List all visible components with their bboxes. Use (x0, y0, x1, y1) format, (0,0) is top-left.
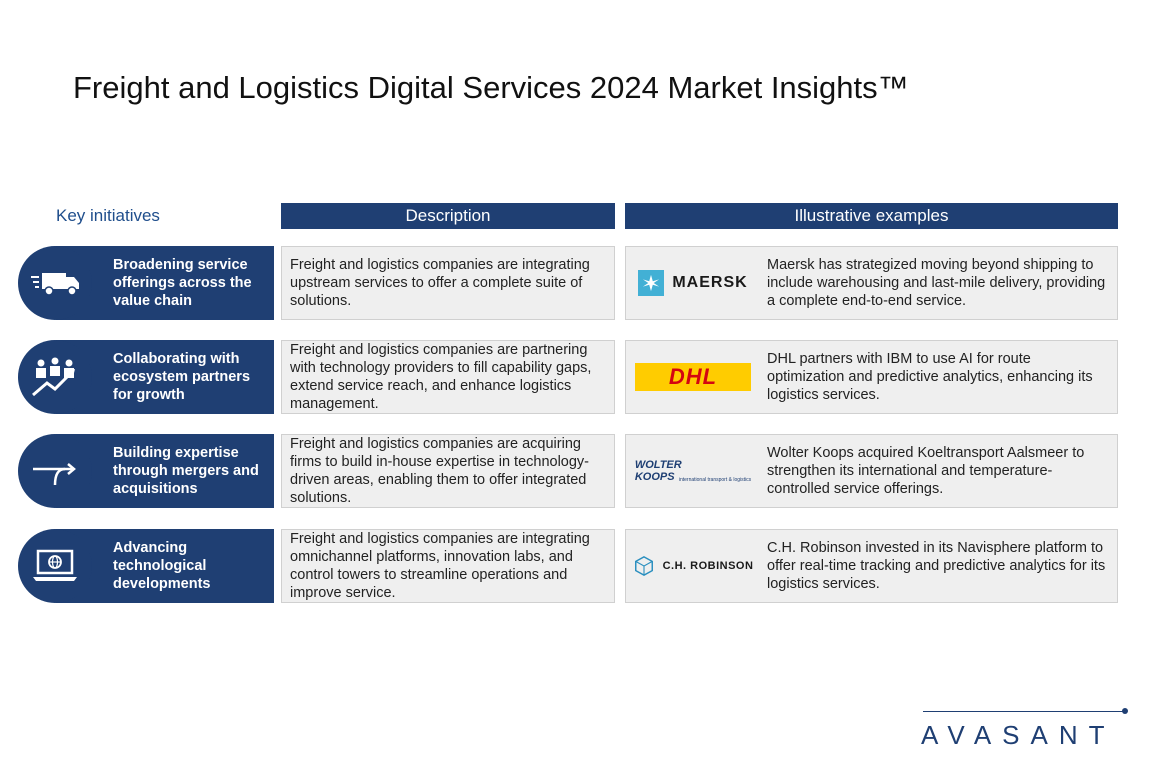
dhl-logo: DHL (632, 351, 754, 403)
table-row: Broadening service offerings across the … (18, 246, 1118, 320)
table-row: Collaborating with ecosystem partners fo… (18, 340, 1118, 414)
initiative-cell: Collaborating with ecosystem partners fo… (18, 340, 274, 414)
example-cell: C.H. ROBINSON C.H. Robinson invested in … (625, 529, 1118, 603)
example-text: DHL partners with IBM to use AI for rout… (767, 351, 1093, 403)
delivery-truck-icon (31, 273, 79, 296)
description-cell: Freight and logistics companies are inte… (281, 246, 615, 320)
initiative-cell: Advancing technological developments (18, 529, 274, 603)
example-cell: MAERSK Maersk has strategized moving bey… (625, 246, 1118, 320)
initiative-label: Broadening service offerings across the … (113, 257, 252, 309)
team-growth-icon (32, 357, 75, 397)
initiative-cell: Broadening service offerings across the … (18, 246, 274, 320)
example-text: Wolter Koops acquired Koeltransport Aals… (767, 445, 1085, 497)
initiative-bar (56, 246, 274, 320)
description-cell: Freight and logistics companies are acqu… (281, 434, 615, 508)
brand-divider (923, 711, 1123, 712)
initiative-icon-circle (18, 529, 92, 603)
brand-dot (1122, 708, 1128, 714)
logo-text: MAERSK (672, 274, 748, 291)
example-cell: WOLTER KOOPS international transport & l… (625, 434, 1118, 508)
examples-header: Illustrative examples (625, 203, 1118, 229)
page-title: Freight and Logistics Digital Services 2… (73, 70, 909, 105)
wolter-koops-logo: WOLTER KOOPS international transport & l… (632, 445, 754, 497)
key-initiatives-label: Key initiatives (56, 206, 160, 225)
initiative-icon-circle (18, 434, 92, 508)
laptop-globe-icon (33, 549, 77, 581)
initiative-label: Advancing technological developments (113, 540, 211, 592)
star-icon (638, 270, 665, 296)
hexagon-cube-icon (634, 555, 653, 577)
initiative-icon-circle (18, 246, 92, 320)
logo-text: DHL (668, 364, 718, 389)
initiative-label: Building expertise through mergers and a… (113, 445, 259, 497)
logo-text-line1: WOLTER (634, 459, 682, 471)
initiative-bar (56, 340, 274, 414)
logo-text-line2: KOOPS (634, 471, 675, 483)
table-row: Building expertise through mergers and a… (18, 434, 1118, 508)
logo-text: C.H. ROBINSON (662, 560, 754, 572)
avasant-logo: AVASANT (921, 720, 1116, 750)
example-cell: DHL DHL partners with IBM to use AI for … (625, 340, 1118, 414)
example-text: C.H. Robinson invested in its Navisphere… (767, 540, 1106, 592)
maersk-logo: MAERSK (632, 257, 754, 309)
initiative-bar (56, 529, 274, 603)
logo-subtext: international transport & logistics (678, 477, 752, 483)
description-header: Description (281, 203, 615, 229)
description-cell: Freight and logistics companies are inte… (281, 529, 615, 603)
ch-robinson-logo: C.H. ROBINSON (632, 540, 754, 592)
table-row: Advancing technological developments Fre… (18, 529, 1118, 603)
example-text: Maersk has strategized moving beyond shi… (767, 257, 1106, 309)
description-cell: Freight and logistics companies are part… (281, 340, 615, 414)
initiative-cell: Building expertise through mergers and a… (18, 434, 274, 508)
initiative-label: Collaborating with ecosystem partners fo… (113, 351, 251, 403)
initiative-icon-circle (18, 340, 92, 414)
initiative-bar (56, 434, 274, 508)
merge-arrow-icon (33, 463, 76, 486)
